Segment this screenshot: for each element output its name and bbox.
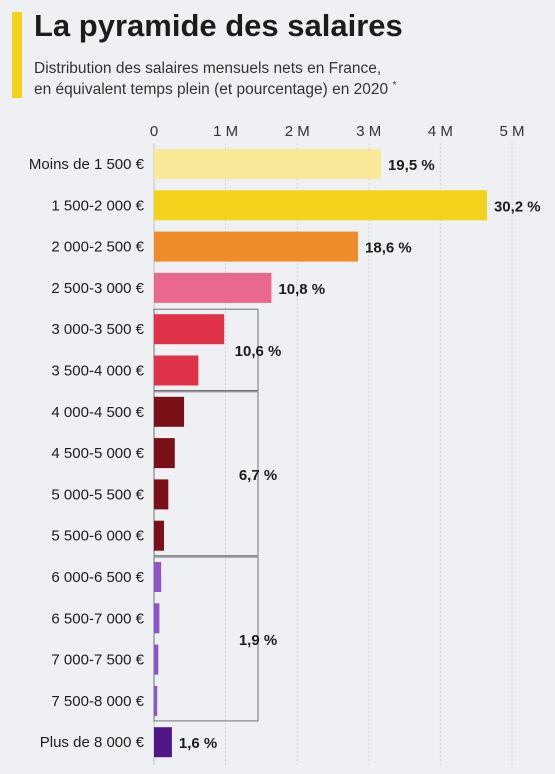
bar xyxy=(154,149,381,179)
category-label: 2 000-2 500 € xyxy=(51,239,144,256)
category-label: 5 500-6 000 € xyxy=(51,528,144,545)
data-label: 1,6 % xyxy=(179,735,217,752)
category-label: 4 500-5 000 € xyxy=(51,445,144,462)
bar xyxy=(154,232,358,262)
bar xyxy=(154,190,487,220)
bar xyxy=(154,686,157,716)
x-tick-label: 4 M xyxy=(428,123,453,140)
category-label: 3 500-4 000 € xyxy=(51,363,144,380)
category-label: 6 000-6 500 € xyxy=(51,569,144,586)
x-tick-label: 1 M xyxy=(213,123,238,140)
bar xyxy=(154,356,198,386)
x-tick-label: 2 M xyxy=(285,123,310,140)
group-label: 1,9 % xyxy=(239,632,277,649)
data-label: 19,5 % xyxy=(388,157,435,174)
bar xyxy=(154,438,175,468)
bar xyxy=(154,603,159,633)
bar xyxy=(154,397,184,427)
category-label: 4 000-4 500 € xyxy=(51,404,144,421)
category-label: 3 000-3 500 € xyxy=(51,321,144,338)
bar xyxy=(154,645,158,675)
bar xyxy=(154,562,161,592)
x-tick-label: 3 M xyxy=(356,123,381,140)
category-label: Moins de 1 500 € xyxy=(29,156,145,173)
category-label: 6 500-7 000 € xyxy=(51,610,144,627)
group-label: 6,7 % xyxy=(239,467,277,484)
bar xyxy=(154,273,271,303)
category-label: Plus de 8 000 € xyxy=(40,734,145,751)
bar xyxy=(154,727,172,757)
group-label: 10,6 % xyxy=(235,343,282,360)
category-label: 1 500-2 000 € xyxy=(51,197,144,214)
bar xyxy=(154,314,224,344)
x-tick-label: 5 M xyxy=(499,123,524,140)
bar xyxy=(154,479,168,509)
category-label: 2 500-3 000 € xyxy=(51,280,144,297)
data-label: 30,2 % xyxy=(494,198,541,215)
bar xyxy=(154,521,164,551)
data-label: 18,6 % xyxy=(365,240,412,257)
category-label: 7 000-7 500 € xyxy=(51,652,144,669)
x-tick-label: 0 xyxy=(150,123,158,140)
category-label: 7 500-8 000 € xyxy=(51,693,144,710)
data-label: 10,8 % xyxy=(278,281,325,298)
category-label: 5 000-5 500 € xyxy=(51,486,144,503)
